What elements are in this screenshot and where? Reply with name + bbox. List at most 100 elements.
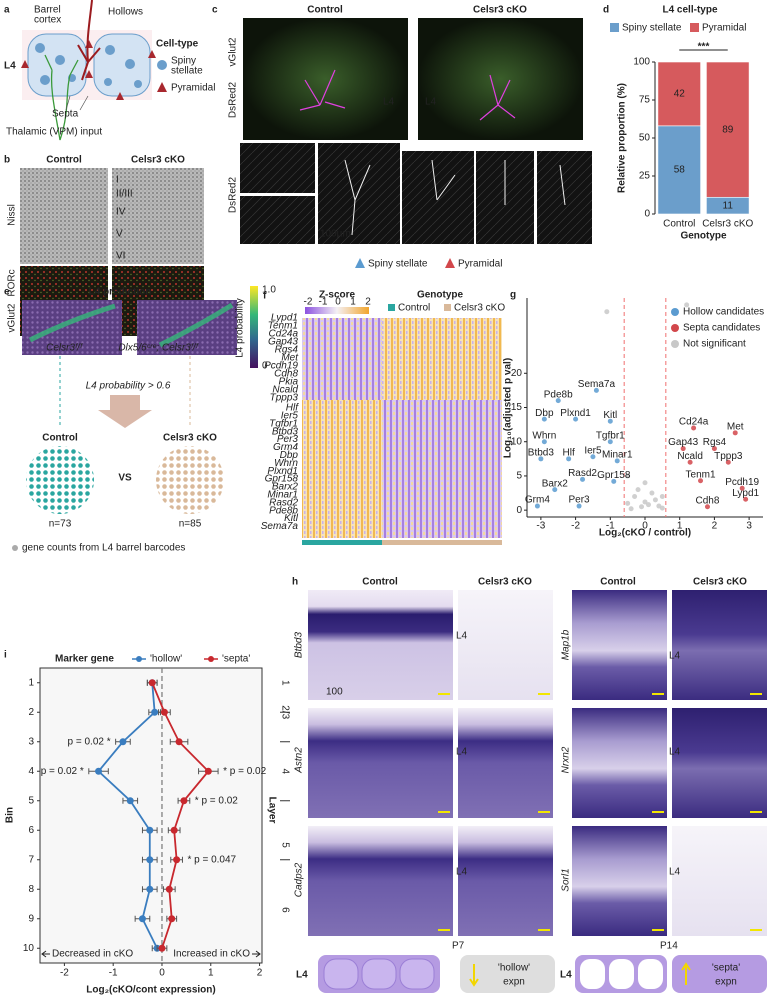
label: Btbd3: [294, 631, 305, 658]
y-tick-label: 50: [639, 133, 651, 144]
label: gene counts from L4 barrel barcodes: [22, 543, 185, 554]
point: [146, 826, 154, 834]
point: [204, 767, 212, 775]
y-tick-label: 75: [639, 95, 651, 106]
label: Nissl: [7, 204, 18, 226]
x-tick-label: 1: [677, 521, 683, 532]
point: [170, 826, 178, 834]
point: [555, 398, 561, 404]
point-label: Pcdh19: [725, 477, 759, 488]
label: expn: [715, 977, 737, 988]
column-header: Celsr3 cKO: [693, 577, 747, 588]
label: Dlx5/6ᶜʳᵉ; Celsr3ᶠ/ᶠ: [118, 343, 198, 354]
label: Layer: [266, 797, 277, 824]
point-label: Pde8b: [544, 389, 573, 400]
point: [687, 459, 693, 465]
point: [590, 454, 596, 460]
y-tick-label: 3: [28, 736, 34, 747]
panel-letter: c: [212, 5, 218, 16]
gene-label: Barx2: [272, 482, 299, 493]
point: [628, 506, 634, 512]
label: Nrxn2: [561, 746, 572, 773]
label: P14: [660, 941, 678, 952]
label: n=73: [49, 519, 72, 530]
label: vGlut2: [7, 303, 18, 332]
data-label: 89: [722, 124, 734, 135]
point: [151, 708, 159, 716]
label: P7: [452, 941, 465, 952]
point: [739, 485, 745, 491]
point: [680, 446, 686, 452]
label: Pyramidal: [171, 83, 215, 94]
label: L4 probability > 0.6: [86, 381, 171, 392]
layer-label: VI: [116, 251, 125, 262]
x-tick-label: Control: [663, 219, 695, 230]
layer-label: II/III: [116, 189, 133, 200]
point: [704, 504, 710, 510]
label: stellate: [171, 66, 203, 77]
label: Bin: [5, 807, 16, 823]
label: L4 cell-type: [662, 5, 717, 16]
layer-label: 5: [279, 842, 290, 848]
label: L4: [456, 631, 468, 642]
label: vGlut2: [228, 37, 239, 66]
label: RORc: [7, 269, 18, 296]
x-tick-label: -1: [109, 968, 118, 979]
y-tick-label: 10: [511, 436, 523, 447]
gene-label: Sema7a: [261, 521, 299, 532]
gene-label: Whrn: [274, 458, 298, 469]
panel-letter: g: [510, 290, 516, 301]
gene-label: Gap43: [268, 337, 298, 348]
x-tick-label: -1: [606, 521, 615, 532]
label: -1: [319, 297, 328, 308]
legend-label: Pyramidal: [702, 23, 746, 34]
point-label: Cd24a: [679, 417, 709, 428]
point-label: Rasd2: [568, 468, 597, 479]
legend-label: 'septa': [222, 654, 250, 665]
point: [614, 458, 620, 464]
bar: [657, 125, 701, 215]
y-tick-label: 8: [28, 884, 34, 895]
point: [138, 915, 146, 923]
point: [625, 473, 631, 479]
label: Z-score: [319, 290, 356, 301]
label: 'hollow': [498, 963, 530, 974]
series-line: [97, 682, 158, 949]
point-label: Rgs4: [703, 437, 727, 448]
point: [684, 302, 690, 308]
point: [743, 496, 749, 502]
bar: [657, 61, 701, 127]
label: Relative proportion (%): [617, 83, 628, 193]
direction-arrow: [41, 950, 50, 958]
point: [691, 425, 697, 431]
column-header: Control: [46, 155, 82, 166]
series-line: [151, 682, 210, 949]
x-tick-label: 0: [159, 968, 165, 979]
panel-letter: a: [4, 5, 10, 16]
point: [538, 456, 544, 462]
y-tick-label: 100: [633, 57, 650, 68]
label: -2: [304, 297, 313, 308]
point: [126, 797, 134, 805]
panel-letter: e: [4, 287, 10, 298]
annotation: * p = 0.047: [187, 854, 236, 865]
gene-label: Kitl: [284, 513, 299, 524]
label: Sorl1: [561, 868, 572, 891]
layer-label: IV: [116, 207, 126, 218]
column-header: Control: [307, 5, 343, 16]
y-tick-label: 25: [639, 171, 651, 182]
label: L4: [456, 747, 468, 758]
point: [534, 503, 540, 509]
gene-label: Rgs4: [275, 345, 299, 356]
column-header: Celsr3 cKO: [478, 577, 532, 588]
y-tick-label: 2: [28, 707, 34, 718]
y-tick-label: 5: [28, 795, 34, 806]
point: [642, 499, 648, 505]
label: ***: [698, 42, 710, 53]
legend-swatch: [690, 23, 699, 32]
point: [165, 885, 173, 893]
point: [642, 480, 648, 486]
point-label: Gap43: [668, 437, 698, 448]
column-header: Control: [362, 577, 398, 588]
